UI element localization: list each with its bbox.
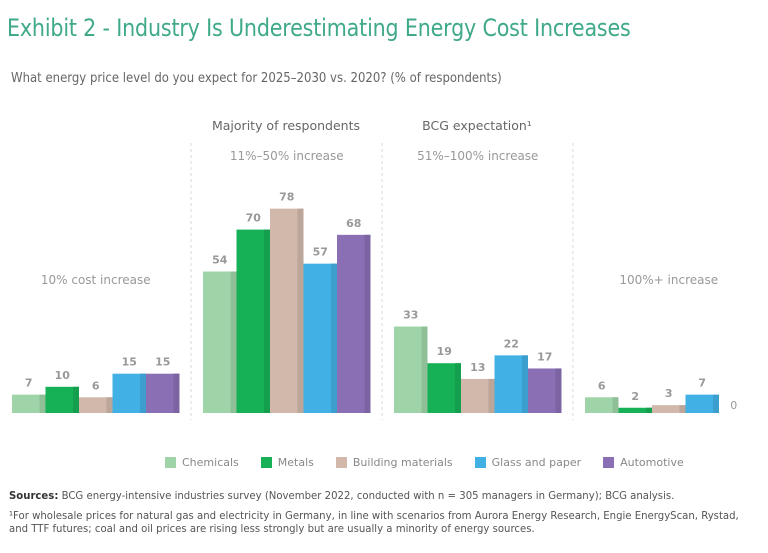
value-label: 6 (598, 379, 606, 392)
chart-legend: Chemicals Metals Building materials Glass a… (165, 456, 706, 469)
footnote: ¹For wholesale prices for natural gas an… (9, 509, 739, 535)
category-label: 10% cost increase (41, 273, 151, 287)
value-label: 70 (246, 212, 262, 225)
legend-swatch (474, 457, 486, 468)
legend-swatch (165, 457, 176, 468)
bar-glass-and-paper (685, 394, 719, 413)
category-label: 11%–50% increase (230, 149, 344, 163)
bar-shade (297, 208, 304, 413)
legend-swatch (335, 457, 347, 468)
chart-title: Exhibit 2 - Industry Is Underestimating … (7, 14, 631, 42)
value-label: 33 (403, 309, 418, 322)
value-label: 3 (665, 387, 673, 400)
bar-shade (173, 373, 180, 413)
legend-swatch (260, 457, 272, 468)
value-label: 19 (437, 345, 452, 358)
value-label: 13 (470, 361, 485, 374)
bar-shade (331, 263, 337, 413)
bar-shade (455, 363, 461, 413)
bar-shade (679, 405, 686, 413)
value-label: 7 (25, 377, 33, 390)
bar-shade (230, 271, 237, 413)
value-label: 15 (122, 356, 137, 369)
bar-shade (106, 397, 113, 413)
sources-label: Sources: (9, 489, 59, 502)
legend-swatch (603, 457, 615, 468)
value-label: 22 (504, 337, 519, 350)
value-label: 10 (55, 369, 71, 382)
value-label: 6 (92, 379, 100, 392)
legend-label: Metals (277, 456, 314, 469)
value-label: 15 (155, 356, 170, 369)
legend-label: Glass and paper (491, 456, 582, 469)
bar-chemicals (12, 394, 46, 413)
bar-shade (73, 386, 79, 413)
bar-shade (713, 394, 719, 413)
bar-building-materials (79, 397, 113, 413)
bar-shade (140, 373, 146, 413)
bar-shade (39, 394, 46, 413)
value-label: 0 (730, 399, 737, 412)
sources-note: Sources: BCG energy-intensive industries… (9, 489, 699, 502)
value-label: 54 (212, 254, 228, 267)
value-label: 57 (313, 246, 328, 259)
value-label: 78 (279, 191, 294, 204)
chart-subtitle: What energy price level do you expect fo… (11, 71, 502, 86)
legend-item-metals: Metals (260, 456, 314, 469)
value-label: 17 (537, 350, 552, 363)
bar-building-materials (652, 405, 686, 413)
legend-label: Automotive (620, 456, 684, 469)
sources-text: BCG energy-intensive industries survey (… (58, 489, 675, 502)
bar-shade (646, 407, 652, 413)
bar-shade (612, 397, 619, 413)
legend-item-chemicals: Chemicals (165, 456, 239, 469)
bar-shade (488, 378, 495, 413)
bar-chart: Majority of respondents BCG expectation¹… (12, 118, 737, 420)
bar-shade (522, 355, 528, 413)
header-bcg: BCG expectation¹ (422, 118, 532, 133)
value-label: 2 (631, 390, 639, 403)
value-label: 7 (698, 377, 706, 390)
bar-shade (421, 326, 428, 413)
bar-shade (555, 368, 562, 413)
legend-item-glass-and-paper: Glass and paper (474, 456, 582, 469)
bar-chemicals (585, 397, 619, 413)
bar-shade (364, 234, 371, 413)
value-label: 68 (346, 217, 361, 230)
category-label: 51%–100% increase (417, 149, 538, 163)
legend-item-automotive: Automotive (603, 456, 684, 469)
legend-item-building-materials: Building materials (335, 456, 453, 469)
legend-label: Building materials (352, 456, 453, 469)
legend-label: Chemicals (182, 456, 239, 469)
category-label: 100%+ increase (619, 273, 718, 287)
bar-shade (264, 229, 270, 413)
bar-metals (618, 407, 652, 413)
header-majority: Majority of respondents (212, 118, 360, 133)
